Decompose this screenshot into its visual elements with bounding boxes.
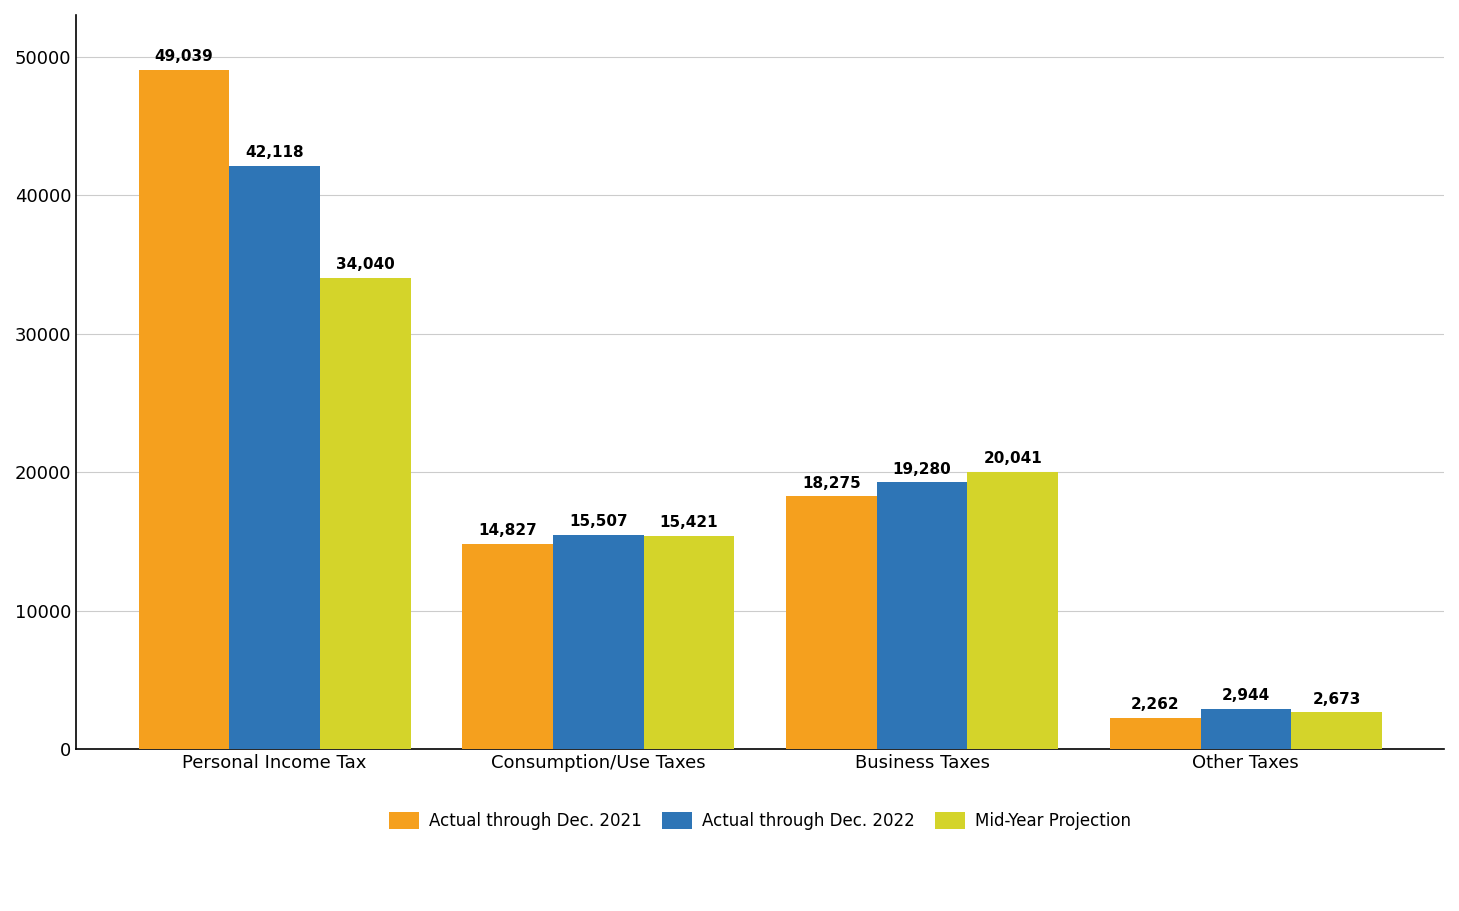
Text: 14,827: 14,827 — [479, 524, 537, 538]
Bar — [1201, 709, 1291, 750]
Text: 20,041: 20,041 — [983, 451, 1042, 466]
Legend: Actual through Dec. 2021, Actual through Dec. 2022, Mid-Year Projection: Actual through Dec. 2021, Actual through… — [382, 805, 1138, 836]
Bar — [643, 536, 734, 750]
Bar — [553, 535, 643, 750]
Text: 2,262: 2,262 — [1131, 698, 1179, 712]
Bar — [229, 166, 320, 750]
Text: 34,040: 34,040 — [336, 257, 394, 272]
Bar — [463, 544, 553, 750]
Text: 49,039: 49,039 — [155, 49, 213, 65]
Bar — [320, 278, 410, 750]
Text: 2,944: 2,944 — [1221, 688, 1269, 703]
Bar — [139, 70, 229, 750]
Bar — [786, 496, 877, 750]
Bar — [1110, 718, 1201, 750]
Text: 15,421: 15,421 — [659, 515, 718, 530]
Text: 42,118: 42,118 — [245, 145, 303, 160]
Text: 2,673: 2,673 — [1312, 691, 1361, 707]
Bar — [967, 472, 1058, 750]
Text: 19,280: 19,280 — [893, 462, 951, 476]
Text: 18,275: 18,275 — [802, 476, 861, 491]
Bar — [877, 482, 967, 750]
Bar — [1291, 712, 1382, 750]
Text: 15,507: 15,507 — [569, 514, 627, 529]
